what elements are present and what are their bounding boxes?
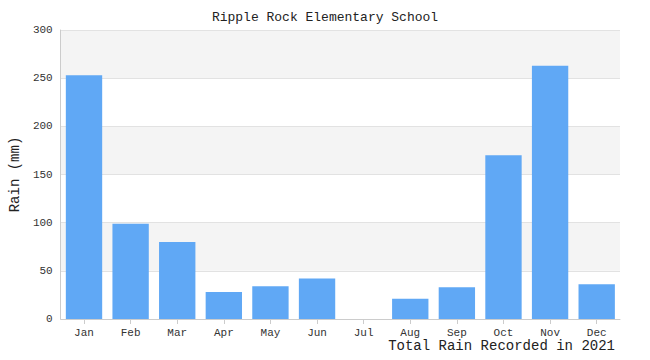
- svg-text:50: 50: [40, 265, 53, 277]
- svg-text:300: 300: [33, 24, 53, 36]
- svg-text:Oct: Oct: [494, 327, 514, 339]
- svg-text:250: 250: [33, 72, 53, 84]
- svg-text:Ripple Rock Elementary School: Ripple Rock Elementary School: [212, 10, 438, 25]
- svg-text:Dec: Dec: [587, 327, 607, 339]
- svg-text:May: May: [261, 327, 281, 339]
- svg-text:Rain (mm): Rain (mm): [7, 137, 23, 213]
- svg-text:100: 100: [33, 217, 53, 229]
- svg-text:Total Rain Recorded in 2021: Total Rain Recorded in 2021: [388, 338, 615, 354]
- svg-text:Nov: Nov: [540, 327, 560, 339]
- svg-text:Apr: Apr: [214, 327, 234, 339]
- svg-text:Jul: Jul: [354, 327, 374, 339]
- svg-text:200: 200: [33, 120, 53, 132]
- svg-text:Feb: Feb: [121, 327, 141, 339]
- svg-text:Jun: Jun: [307, 327, 327, 339]
- svg-text:Aug: Aug: [400, 327, 420, 339]
- svg-text:Jan: Jan: [74, 327, 94, 339]
- svg-text:150: 150: [33, 169, 53, 181]
- svg-text:Mar: Mar: [167, 327, 187, 339]
- svg-text:0: 0: [46, 313, 53, 325]
- svg-text:Sep: Sep: [447, 327, 467, 339]
